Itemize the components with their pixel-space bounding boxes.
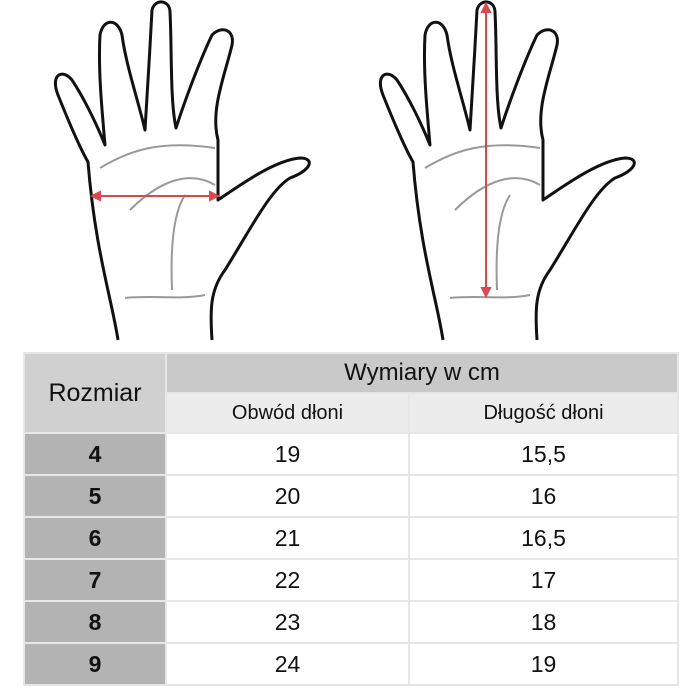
- circumference-cell: 23: [165, 600, 410, 644]
- size-table: Rozmiar Wymiary w cm Obwód dłoni Długość…: [23, 352, 680, 686]
- length-cell: 18: [407, 600, 680, 644]
- circumference-cell: 20: [165, 474, 410, 518]
- circumference-header: Obwód dłoni: [165, 392, 410, 434]
- length-cell: 16,5: [407, 516, 680, 560]
- table-row: 7 22 17: [23, 558, 680, 602]
- length-cell: 17: [407, 558, 680, 602]
- length-cell: 19: [407, 642, 680, 686]
- length-arrow-icon: [480, 1, 492, 299]
- circumference-cell: 24: [165, 642, 410, 686]
- dimensions-header: Wymiary w cm: [164, 352, 680, 394]
- hand-width-illustration: [53, 0, 311, 342]
- size-cell: 4: [23, 432, 167, 476]
- size-cell: 7: [23, 558, 167, 602]
- size-header: Rozmiar: [23, 352, 167, 434]
- hand-length-illustration: [378, 0, 636, 342]
- table-row: 9 24 19: [23, 642, 680, 686]
- circumference-cell: 22: [165, 558, 410, 602]
- size-cell: 9: [23, 642, 167, 686]
- circumference-cell: 19: [165, 432, 410, 476]
- width-arrow-icon: [89, 190, 221, 202]
- table-row: 8 23 18: [23, 600, 680, 644]
- table-row: 5 20 16: [23, 474, 680, 518]
- size-cell: 5: [23, 474, 167, 518]
- length-cell: 16: [407, 474, 680, 518]
- length-cell: 15,5: [407, 432, 680, 476]
- length-header: Długość dłoni: [407, 392, 680, 434]
- circumference-cell: 21: [165, 516, 410, 560]
- hand-diagrams: [53, 0, 636, 342]
- table-row: 4 19 15,5: [23, 432, 680, 476]
- size-cell: 8: [23, 600, 167, 644]
- size-cell: 6: [23, 516, 167, 560]
- table-row: 6 21 16,5: [23, 516, 680, 560]
